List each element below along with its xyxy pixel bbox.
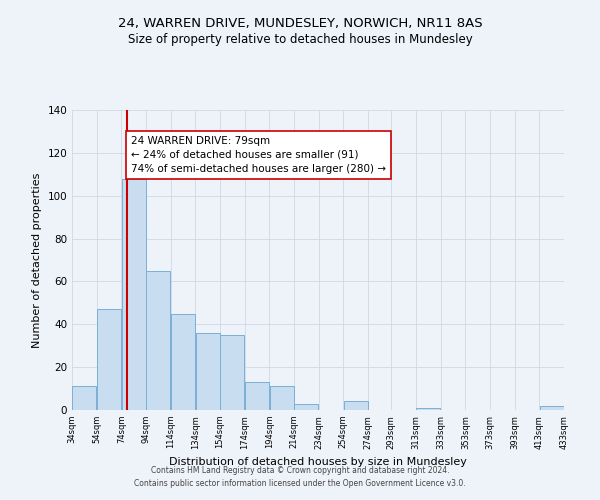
Bar	[73, 386, 97, 410]
Bar	[97, 310, 121, 410]
Text: Contains HM Land Registry data © Crown copyright and database right 2024.
Contai: Contains HM Land Registry data © Crown c…	[134, 466, 466, 487]
Text: Size of property relative to detached houses in Mundesley: Size of property relative to detached ho…	[128, 32, 472, 46]
Bar	[220, 335, 244, 410]
Bar	[269, 386, 293, 410]
Bar	[171, 314, 195, 410]
Bar	[416, 408, 440, 410]
Bar	[146, 270, 170, 410]
Bar	[294, 404, 319, 410]
Bar	[539, 406, 563, 410]
X-axis label: Distribution of detached houses by size in Mundesley: Distribution of detached houses by size …	[169, 457, 467, 467]
Bar	[344, 402, 368, 410]
Y-axis label: Number of detached properties: Number of detached properties	[32, 172, 42, 348]
Bar	[122, 178, 146, 410]
Bar	[245, 382, 269, 410]
Text: 24, WARREN DRIVE, MUNDESLEY, NORWICH, NR11 8AS: 24, WARREN DRIVE, MUNDESLEY, NORWICH, NR…	[118, 18, 482, 30]
Bar	[196, 333, 220, 410]
Text: 24 WARREN DRIVE: 79sqm
← 24% of detached houses are smaller (91)
74% of semi-det: 24 WARREN DRIVE: 79sqm ← 24% of detached…	[131, 136, 386, 173]
